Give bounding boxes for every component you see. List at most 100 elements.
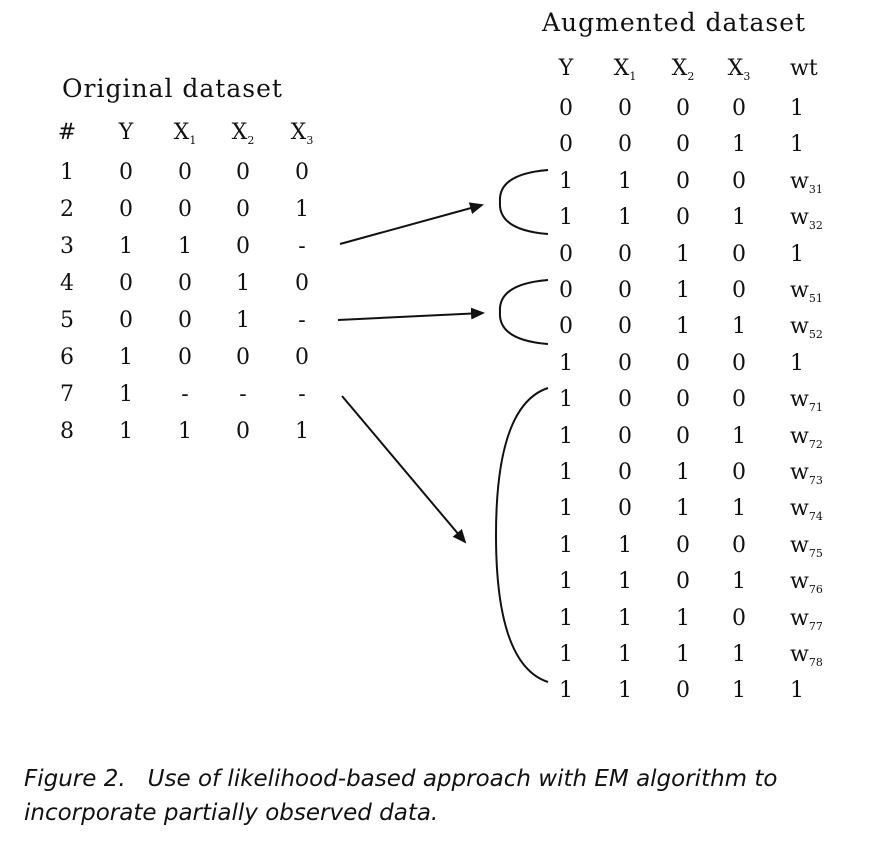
aug-cell-r13-c2: 0 (676, 532, 690, 558)
arrow-row3 (339, 202, 484, 245)
aug-cell-r12-c0: 1 (559, 496, 573, 522)
aug-cell-r16-c1: 1 (618, 642, 632, 667)
aug-cell-r3-c2: 0 (676, 168, 690, 194)
aug-cell-r11-c4: w73 (790, 460, 823, 487)
orig-cell-r2-c3: 0 (236, 197, 250, 222)
aug-cell-r13-c4: w75 (790, 532, 823, 560)
orig-cell-r5-c3: 1 (236, 308, 250, 333)
augmented-dataset-title: Augmented dataset (542, 8, 807, 37)
orig-cell-r1-c3: 0 (236, 160, 250, 185)
aug-cell-r11-c1: 0 (618, 460, 632, 485)
orig-cell-r7-c3: - (239, 382, 247, 407)
aug-cell-r12-c4: w74 (790, 496, 823, 524)
aug-cell-r10-c2: 0 (676, 423, 690, 449)
aug-cell-r1-c3: 0 (732, 96, 746, 121)
orig-cell-r7-c1: 1 (119, 382, 133, 407)
aug-cell-r3-c4: w31 (790, 168, 823, 196)
aug-cell-r15-c4: w77 (790, 605, 823, 633)
orig-cell-r2-c1: 0 (119, 197, 133, 222)
aug-cell-r15-c3: 0 (732, 605, 746, 631)
orig-header-1: Y (118, 120, 134, 145)
figure-caption: Figure 2. Use of likelihood-based approac… (24, 762, 869, 830)
aug-cell-r8-c2: 0 (676, 350, 690, 376)
aug-cell-r3-c3: 0 (732, 168, 746, 194)
orig-cell-r8-c4: 1 (295, 419, 309, 444)
aug-cell-r6-c2: 1 (676, 278, 690, 303)
aug-cell-r8-c3: 0 (732, 350, 746, 376)
aug-cell-r5-c0: 0 (559, 241, 573, 267)
orig-cell-r3-c4: - (298, 234, 306, 259)
orig-cell-r6-c2: 0 (178, 345, 192, 370)
aug-cell-r7-c3: 1 (732, 314, 746, 340)
aug-cell-r17-c4: 1 (790, 678, 804, 704)
aug-cell-r8-c0: 1 (559, 350, 573, 376)
aug-header-4: wt (790, 56, 818, 81)
orig-cell-r6-c0: 6 (60, 345, 74, 370)
orig-cell-r1-c1: 0 (119, 160, 133, 185)
aug-cell-r3-c0: 1 (559, 168, 573, 194)
orig-cell-r3-c0: 3 (60, 234, 74, 259)
aug-header-1: X1 (613, 56, 637, 83)
aug-cell-r7-c1: 0 (618, 314, 632, 340)
orig-cell-r6-c1: 1 (119, 345, 133, 370)
aug-cell-r14-c1: 1 (618, 569, 632, 595)
aug-cell-r15-c1: 1 (618, 605, 632, 631)
aug-cell-r17-c2: 0 (676, 678, 690, 704)
aug-cell-r4-c1: 1 (618, 205, 632, 231)
aug-cell-r14-c3: 1 (732, 569, 746, 595)
orig-cell-r5-c2: 0 (178, 308, 192, 333)
aug-cell-r6-c3: 0 (732, 278, 746, 303)
aug-cell-r2-c2: 0 (676, 132, 690, 158)
orig-cell-r1-c4: 0 (295, 160, 309, 185)
orig-cell-r2-c4: 1 (295, 197, 309, 222)
aug-cell-r5-c1: 0 (618, 241, 632, 267)
orig-header-4: X3 (290, 120, 314, 147)
orig-cell-r4-c0: 4 (60, 271, 74, 296)
orig-cell-r2-c2: 0 (178, 197, 192, 222)
aug-cell-r7-c4: w52 (790, 314, 823, 342)
aug-cell-r5-c3: 0 (732, 241, 746, 267)
orig-header-0: # (57, 120, 77, 145)
aug-cell-r2-c1: 0 (618, 132, 632, 158)
original-dataset-title: Original dataset (62, 74, 283, 103)
aug-cell-r1-c0: 0 (559, 96, 573, 121)
aug-cell-r11-c3: 0 (732, 460, 746, 485)
orig-cell-r8-c0: 8 (60, 419, 74, 444)
aug-cell-r13-c0: 1 (559, 532, 573, 558)
aug-cell-r2-c4: 1 (790, 132, 804, 158)
bracket-row3 (498, 169, 549, 235)
aug-cell-r2-c0: 0 (559, 132, 573, 158)
aug-cell-r11-c0: 1 (559, 460, 573, 485)
aug-cell-r17-c3: 1 (732, 678, 746, 704)
aug-cell-r14-c2: 0 (676, 569, 690, 595)
aug-cell-r13-c3: 0 (732, 532, 746, 558)
aug-cell-r17-c0: 1 (559, 678, 573, 704)
aug-cell-r16-c0: 1 (559, 642, 573, 667)
arrow-row5 (337, 307, 485, 321)
orig-cell-r1-c0: 1 (60, 160, 74, 185)
orig-cell-r2-c0: 2 (60, 197, 74, 222)
aug-cell-r6-c1: 0 (618, 278, 632, 303)
aug-cell-r1-c1: 0 (618, 96, 632, 121)
aug-cell-r4-c3: 1 (732, 205, 746, 231)
orig-cell-r6-c3: 0 (236, 345, 250, 370)
aug-header-0: Y (558, 56, 574, 81)
arrow-row7 (341, 395, 467, 544)
orig-cell-r6-c4: 0 (295, 345, 309, 370)
aug-cell-r15-c2: 1 (676, 605, 690, 631)
aug-cell-r10-c4: w72 (790, 423, 823, 451)
aug-cell-r16-c3: 1 (732, 642, 746, 667)
aug-cell-r2-c3: 1 (732, 132, 746, 158)
orig-cell-r3-c2: 1 (178, 234, 192, 259)
orig-header-2: X1 (173, 120, 197, 147)
aug-cell-r9-c1: 0 (618, 387, 632, 413)
orig-cell-r7-c0: 7 (60, 382, 74, 407)
aug-cell-r6-c0: 0 (559, 278, 573, 303)
caption-text: Use of likelihood-based approach with EM… (24, 766, 778, 826)
orig-cell-r4-c2: 0 (178, 271, 192, 296)
orig-cell-r8-c1: 1 (119, 419, 133, 444)
aug-cell-r12-c2: 1 (676, 496, 690, 522)
orig-cell-r5-c0: 5 (60, 308, 74, 333)
aug-cell-r4-c4: w32 (790, 205, 823, 233)
